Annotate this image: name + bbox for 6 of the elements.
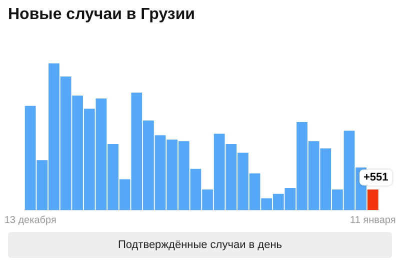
- text: Подтверждённые случаи в день: [8, 232, 392, 258]
- x-tick-label: 13 декабря: [4, 214, 56, 226]
- annotation: +551: [363, 172, 388, 184]
- bar: [367, 189, 378, 210]
- chart-title: Новые случаи в Грузии: [8, 6, 196, 24]
- x-tick-label: 11 января: [350, 214, 396, 226]
